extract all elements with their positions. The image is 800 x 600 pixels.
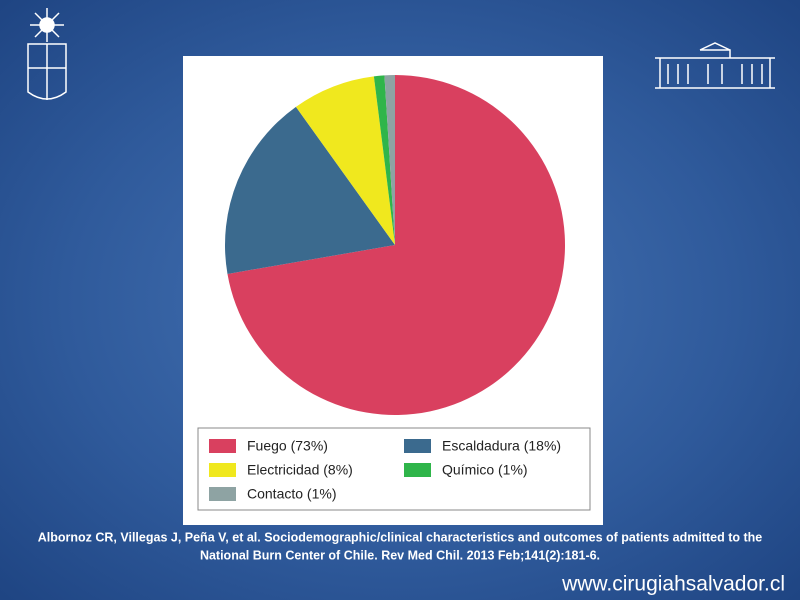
website: www.cirugiahsalvador.cl [561,573,785,596]
legend-label: Electricidad (8%) [247,462,353,478]
university-crest [27,8,67,100]
legend-swatch [209,487,236,501]
pie-slice [225,106,395,274]
citation-line: Albornoz CR, Villegas J, Peña V, et al. … [38,530,763,544]
legend-swatch [209,439,236,453]
pie-slice [384,75,395,245]
legend-label: Fuego (73%) [247,438,328,454]
legend: Fuego (73%) Escaldadura (18%) Electricidad… [209,438,561,502]
pie-slice [295,76,395,246]
legend-swatch [404,439,431,453]
legend-swatch [404,463,431,477]
pie [225,75,566,415]
pie-slice [227,75,566,415]
building-logo [655,42,775,89]
citation-line: National Burn Center of Chile. Rev Med C… [200,548,600,562]
legend-label: Químico (1%) [442,462,528,478]
legend-swatch [209,463,236,477]
pie-slice [373,75,395,245]
legend-label: Contacto (1%) [247,486,336,502]
legend-label: Escaldadura (18%) [442,438,561,454]
legend-box [197,427,591,511]
